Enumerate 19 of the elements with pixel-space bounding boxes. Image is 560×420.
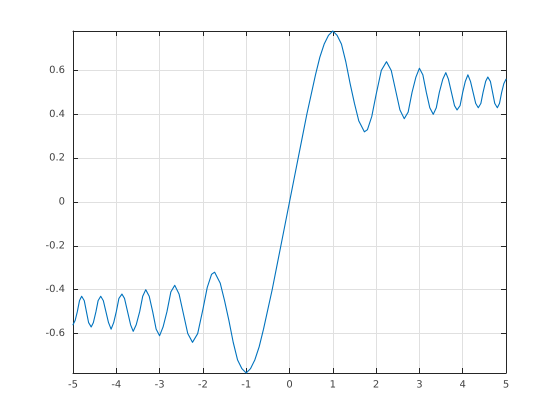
x-tick-label: -5 (68, 380, 78, 390)
x-tick-label: 3 (416, 380, 423, 390)
y-tick-label: 0.2 (49, 152, 65, 164)
x-tick-label: 5 (502, 380, 510, 390)
y-tick-label: 0 (58, 196, 65, 208)
x-tick-label: 1 (330, 380, 336, 390)
x-tick-label: -1 (241, 380, 252, 390)
x-tick-label: 4 (460, 380, 466, 390)
x-tick-label: -3 (154, 380, 165, 390)
x-tick-label: 2 (372, 380, 380, 390)
x-tick-label: -4 (111, 380, 122, 390)
y-tick-label: -0.6 (45, 328, 65, 340)
y-tick-label: -0.2 (45, 240, 65, 252)
y-tick-label: -0.4 (45, 284, 65, 296)
y-tick-label: 0.4 (49, 108, 65, 120)
x-tick-label: 0 (286, 380, 293, 390)
line-series (72, 30, 507, 374)
y-tick-label: 0.6 (49, 64, 65, 76)
x-tick-label: -2 (198, 380, 208, 390)
